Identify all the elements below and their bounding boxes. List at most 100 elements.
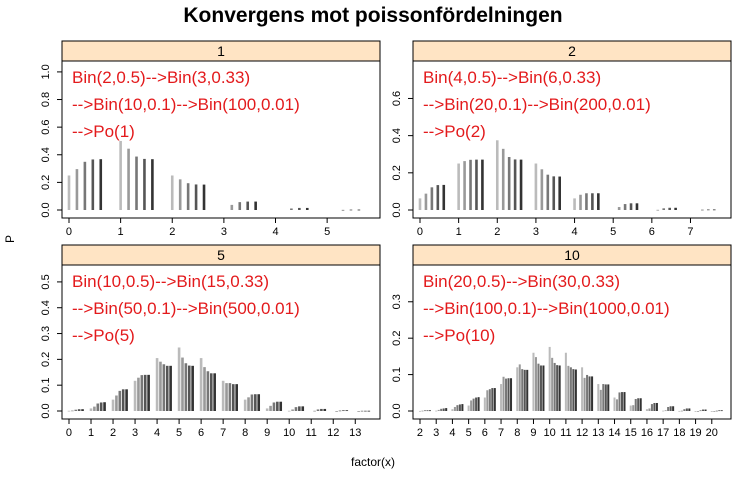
bar (710, 411, 713, 412)
annotation-line: Bin(4,0.5)-->Bin(6,0.33) (423, 68, 601, 87)
y-tick-label: 0.1 (40, 378, 52, 393)
bar (230, 204, 234, 210)
bar (501, 148, 505, 210)
bar (523, 369, 526, 411)
bar (519, 159, 523, 210)
y-tick-label: 0.6 (391, 91, 403, 106)
annotation-line: Bin(2,0.5)-->Bin(3,0.33) (72, 68, 250, 87)
x-axis-label: factor(x) (350, 455, 395, 469)
bar (702, 409, 705, 411)
bar (540, 169, 544, 210)
bar (254, 201, 257, 210)
bar (143, 374, 147, 411)
bar (685, 408, 688, 411)
y-tick-label: 0.2 (40, 352, 52, 367)
bar (552, 176, 556, 210)
x-tick-label: 18 (673, 427, 685, 439)
x-tick-label: 0 (66, 226, 72, 238)
bar (599, 389, 602, 411)
bar (199, 358, 203, 411)
bar (475, 397, 478, 411)
bar (202, 184, 206, 210)
bar (635, 203, 639, 210)
bar (456, 405, 459, 411)
x-tick-label: 2 (169, 226, 175, 238)
bar (597, 384, 600, 411)
bar (588, 376, 591, 411)
panel-1: 1 0.0 0.2 0.4 0.6 0.8 1.0 0 1 2 3 4 5 Bin(2,0.5)-->Bi… (40, 40, 381, 238)
bar (418, 410, 422, 412)
bar (203, 367, 206, 411)
bar (683, 409, 686, 411)
bar (206, 371, 210, 411)
bar (364, 410, 367, 412)
bar (213, 373, 216, 411)
bar (591, 193, 594, 210)
annotation-line: -->Po(2) (423, 122, 486, 141)
bar (617, 207, 621, 210)
y-tick-label: 0.0 (40, 403, 52, 418)
bar (634, 398, 637, 411)
bar (349, 209, 353, 211)
bar (81, 409, 84, 411)
bar (103, 402, 106, 411)
bar (276, 401, 279, 411)
bar (140, 375, 144, 411)
x-tick-label: 9 (530, 427, 536, 439)
y-tick-label: 0.6 (40, 119, 52, 134)
bar (178, 179, 182, 210)
annotation-line: -->Bin(50,0.1)-->Bin(500,0.01) (72, 299, 300, 318)
bar (701, 209, 704, 211)
bar (357, 209, 361, 211)
bar (629, 405, 632, 411)
bar (579, 194, 582, 210)
bar (279, 401, 283, 411)
bar (320, 408, 323, 411)
bar (151, 159, 154, 210)
bar (713, 411, 716, 412)
bar (607, 384, 610, 411)
bar (143, 158, 146, 210)
bar (67, 410, 71, 412)
y-tick-label: 0.8 (40, 92, 52, 107)
bar (162, 364, 166, 411)
bar (602, 384, 605, 411)
x-tick-label: 6 (198, 427, 204, 439)
bar (667, 406, 670, 411)
bar (111, 399, 115, 411)
bar (481, 159, 484, 210)
bar (655, 402, 658, 411)
bar (235, 384, 238, 411)
bar (546, 174, 550, 210)
bar (551, 357, 554, 411)
bar (720, 410, 723, 412)
y-tick-label: 1.0 (40, 64, 52, 79)
bar (581, 367, 584, 411)
annotation-line: Bin(20,0.5)-->Bin(30,0.33) (423, 272, 620, 291)
bar (583, 377, 586, 411)
x-tick-label: 13 (592, 427, 604, 439)
panel-2: 2 0.0 0.2 0.4 0.6 0 1 2 3 4 5 6 7 Bin(4,0.5)-->Bin(6,… (391, 40, 732, 238)
bar (442, 184, 446, 210)
bar (135, 156, 138, 210)
bar (272, 402, 276, 411)
strip-label: 1 (217, 43, 225, 59)
x-tick-label: 8 (514, 427, 520, 439)
annotation-line: -->Bin(20,0.1)-->Bin(200,0.01) (423, 95, 651, 114)
y-tick-label: 0.3 (391, 294, 403, 309)
annotation-line: -->Po(10) (423, 326, 495, 345)
bar (428, 410, 431, 412)
bar (453, 406, 456, 411)
bar (632, 405, 635, 411)
y-tick-label: 0.0 (391, 202, 403, 217)
bar (155, 358, 159, 411)
bar (502, 376, 505, 411)
plot-frame (412, 264, 732, 420)
x-tick-label: 5 (324, 226, 330, 238)
bar (472, 398, 475, 411)
bar (445, 408, 448, 411)
bar (71, 410, 74, 412)
bar (133, 380, 137, 411)
bar (500, 384, 503, 411)
